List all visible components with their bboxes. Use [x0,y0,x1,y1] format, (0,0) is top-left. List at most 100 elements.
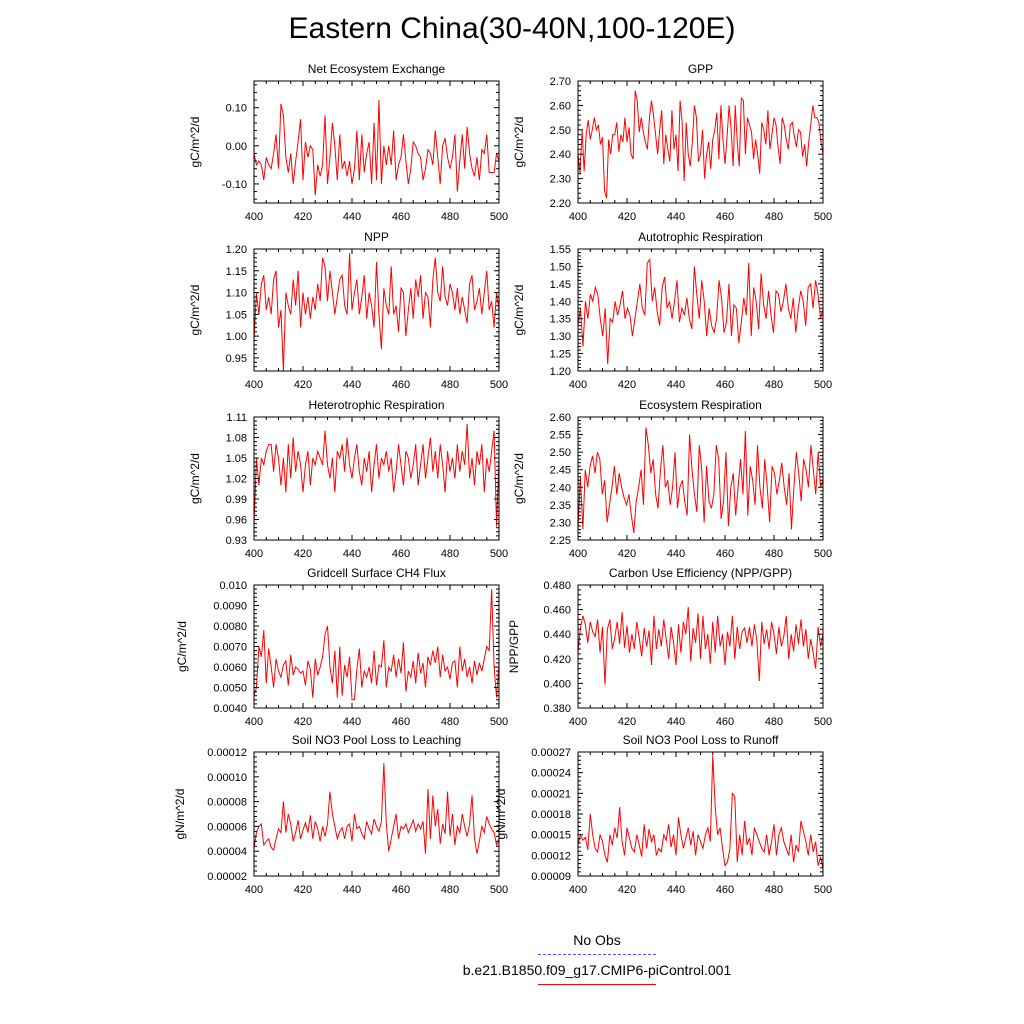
x-tick-label: 440 [343,716,361,728]
x-tick-label: 480 [765,884,783,896]
series-line [577,755,824,870]
legend-obs-label: No Obs [573,932,621,948]
x-tick-label: 420 [294,716,312,728]
chart-panel-8: Carbon Use Efficiency (NPP/GPP) 400 420 440… [507,566,832,728]
x-tick-label: 500 [814,211,832,223]
x-tick-label: 500 [814,548,832,560]
x-tick-label: 440 [343,884,361,896]
chart-title: Gridcell Surface CH4 Flux [307,566,446,580]
y-tick-label: 2.60 [550,412,571,424]
series-line [577,607,824,685]
y-tick-label: 0.00010 [207,772,247,784]
x-tick-label: 460 [716,716,734,728]
y-tick-label: 1.20 [550,366,571,378]
x-tick-label: 400 [245,716,263,728]
y-tick-label: 1.40 [550,296,571,308]
x-tick-label: 440 [667,716,685,728]
series-line [253,253,500,372]
x-tick-label: 460 [716,211,734,223]
figure-title: Eastern China(30-40N,100-120E) [288,12,736,45]
y-tick-label: 0.0080 [213,621,247,633]
plot-frame [577,416,824,541]
chart-title: Heterotrophic Respiration [308,398,444,412]
series-line [577,427,824,534]
x-tick-label: 460 [716,884,734,896]
chart-title: Net Ecosystem Exchange [308,62,446,76]
y-axis-label: gN/m^2/d [494,789,508,840]
chart-panel-10: Soil NO3 Pool Loss to Runoff 400 420 440 460… [494,733,832,896]
y-axis-label: gC/m^2/d [175,621,189,672]
y-tick-label: 0.440 [543,629,571,641]
y-tick-label: 0.480 [543,580,571,592]
x-tick-label: 420 [618,211,636,223]
x-tick-label: 420 [618,379,636,391]
y-axis-label: NPP/GPP [507,620,521,673]
x-tick-label: 440 [667,548,685,560]
y-tick-label: 0.0090 [213,601,247,613]
y-tick-label: 2.35 [550,500,571,512]
y-tick-label: 2.50 [550,447,571,459]
y-tick-label: 1.00 [226,331,247,343]
x-tick-label: 420 [294,379,312,391]
x-tick-label: 480 [765,379,783,391]
chart-title: Carbon Use Efficiency (NPP/GPP) [609,566,792,580]
y-tick-label: 1.02 [226,474,247,486]
x-tick-label: 500 [490,211,508,223]
x-tick-label: 480 [765,211,783,223]
y-tick-label: 2.30 [550,174,571,186]
y-axis-label: gN/m^2/d [173,789,187,840]
x-tick-label: 460 [392,548,410,560]
y-tick-label: 0.00015 [531,830,571,842]
x-tick-label: 460 [392,379,410,391]
y-tick-label: 0.00006 [207,821,247,833]
x-tick-label: 440 [667,211,685,223]
plot-frame [577,751,824,877]
series-line [253,423,500,527]
x-tick-label: 420 [618,548,636,560]
x-tick-label: 400 [569,548,587,560]
y-tick-label: 2.40 [550,149,571,161]
x-tick-label: 500 [490,884,508,896]
y-tick-label: 0.0070 [213,642,247,654]
x-tick-label: 400 [569,211,587,223]
x-tick-label: 480 [441,211,459,223]
x-tick-label: 420 [294,211,312,223]
legend-model-label: b.e21.B1850.f09_g17.CMIP6-piControl.001 [462,962,732,978]
y-tick-label: 2.55 [550,430,571,442]
y-tick-label: 2.45 [550,465,571,477]
plot-frame [253,584,500,709]
y-tick-label: 1.15 [226,266,247,278]
x-tick-label: 480 [765,716,783,728]
x-tick-label: 400 [245,884,263,896]
x-tick-label: 440 [343,211,361,223]
y-tick-label: 1.11 [226,412,247,424]
y-tick-label: 0.00004 [207,846,247,858]
x-tick-label: 400 [569,716,587,728]
x-tick-label: 460 [716,379,734,391]
x-tick-label: 500 [490,548,508,560]
chart-panel-3: NPP 400 420 440 460 480 500 0.95 1.00 1.05 1.10 1.1… [188,230,508,391]
plot-frame [577,248,824,372]
chart-panel-6: Ecosystem Respiration 400 420 440 460 480 500 2… [512,398,832,560]
x-tick-label: 400 [569,884,587,896]
x-tick-label: 400 [245,379,263,391]
x-tick-label: 460 [392,211,410,223]
x-tick-label: 400 [569,379,587,391]
x-tick-label: 440 [343,379,361,391]
y-tick-label: 1.05 [226,309,247,321]
y-tick-label: 2.70 [550,76,571,88]
x-tick-label: 460 [392,884,410,896]
x-tick-label: 440 [667,379,685,391]
x-tick-label: 480 [441,379,459,391]
y-tick-label: 1.35 [550,314,571,326]
y-tick-label: 2.30 [550,517,571,529]
y-axis-label: gC/m^2/d [512,453,526,504]
y-tick-label: 0.400 [543,678,571,690]
y-tick-label: 0.10 [226,103,247,115]
y-tick-label: 0.0060 [213,662,247,674]
y-tick-label: 1.20 [226,244,247,256]
y-tick-label: 0.460 [543,605,571,617]
legend-model-line [538,984,656,985]
y-tick-label: 0.00012 [531,850,571,862]
